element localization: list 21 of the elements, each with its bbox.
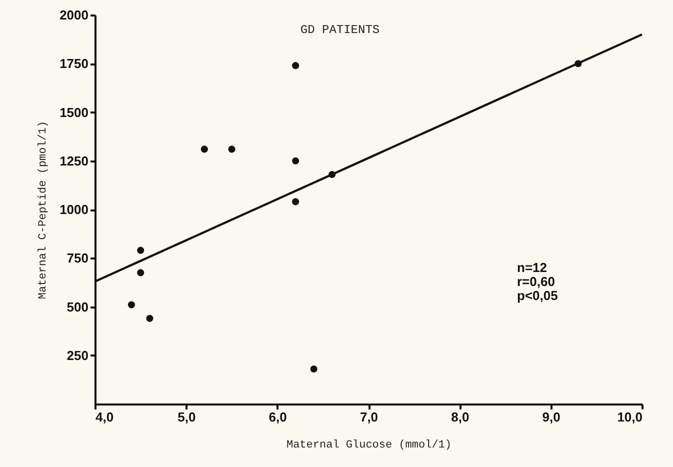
annotation: n=12 bbox=[517, 260, 547, 275]
x-tick-label: 8,0 bbox=[451, 410, 470, 424]
y-tick-label: 1500 bbox=[60, 104, 88, 120]
y-tick-label: 2000 bbox=[60, 8, 88, 22]
y-tick-label: 250 bbox=[66, 348, 88, 363]
y-tick-label: 500 bbox=[66, 299, 88, 314]
annotation: p<0,05 bbox=[517, 288, 558, 303]
annotation: r=0,60 bbox=[517, 274, 555, 289]
x-tick-label: 5,0 bbox=[178, 410, 196, 424]
x-axis-title: Maternal Glucose (mmol/1) bbox=[286, 440, 452, 452]
y-tick-label: 1250 bbox=[60, 153, 88, 168]
y-tick-label: 750 bbox=[66, 250, 88, 266]
x-tick-label: 6,0 bbox=[268, 410, 287, 424]
y-tick-label: 1000 bbox=[60, 202, 88, 217]
y-axis-title: Maternal C-Peptide (pmol/1) bbox=[38, 120, 50, 300]
y-tick-label: 1750 bbox=[60, 56, 88, 72]
x-tick-label: 9,0 bbox=[542, 410, 560, 424]
x-tick-label: 10,0 bbox=[617, 410, 642, 424]
x-tick-label: 7,0 bbox=[360, 410, 378, 424]
x-tick-label: 4,0 bbox=[96, 410, 114, 424]
text: GD PATIENTS bbox=[300, 23, 380, 37]
